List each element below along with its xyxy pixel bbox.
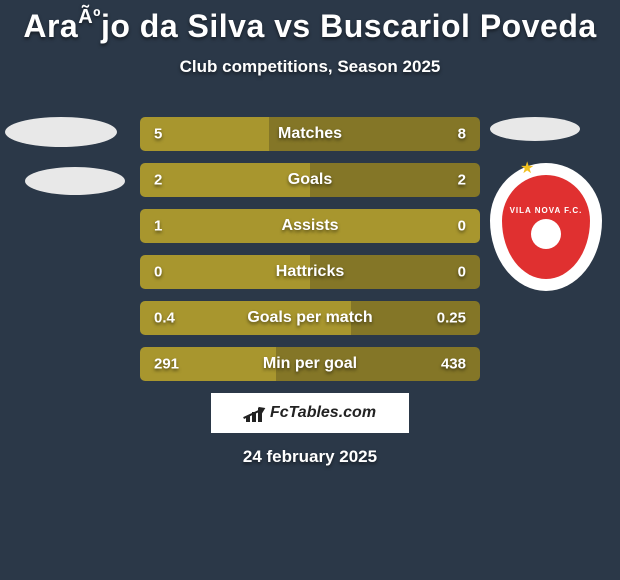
vs-separator: vs <box>265 8 320 44</box>
stat-value-left: 1 <box>154 218 162 235</box>
stat-bar-left <box>140 163 310 197</box>
stat-value-left: 0.4 <box>154 310 175 327</box>
stat-value-right: 438 <box>441 356 466 373</box>
player2-name: Buscariol Poveda <box>320 8 597 44</box>
stat-value-left: 0 <box>154 264 162 281</box>
brand-logo: FcTables.com <box>244 404 376 422</box>
stat-value-right: 0 <box>458 218 466 235</box>
team-badge-text: VILA NOVA F.C. <box>510 206 583 215</box>
stat-value-right: 0 <box>458 264 466 281</box>
stat-label: Matches <box>278 125 342 143</box>
player1-name-sup: Ãº <box>78 6 101 28</box>
brand-logo-box: FcTables.com <box>211 393 409 433</box>
team-badge-circle <box>531 219 561 249</box>
stat-row: 2 2 Goals <box>140 163 480 197</box>
stat-label: Hattricks <box>276 263 344 281</box>
comparison-content: ★ VILA NOVA F.C. 5 8 Matches 2 2 Goals 1 0 Assis… <box>0 117 620 467</box>
subtitle: Club competitions, Season 2025 <box>0 57 620 77</box>
brand-logo-text: FcTables.com <box>270 404 376 422</box>
player1-name-part1: Ara <box>23 8 78 44</box>
chart-arrow-icon <box>244 404 268 422</box>
right-placeholder-shapes: ★ VILA NOVA F.C. <box>490 117 602 291</box>
ellipse-placeholder <box>5 117 117 147</box>
stat-label: Goals <box>288 171 332 189</box>
stat-label: Goals per match <box>247 309 372 327</box>
stat-row: 0.4 0.25 Goals per match <box>140 301 480 335</box>
star-icon: ★ <box>520 158 534 178</box>
stat-value-right: 0.25 <box>437 310 466 327</box>
team-badge: ★ VILA NOVA F.C. <box>490 163 602 291</box>
player1-name-part2: jo da Silva <box>101 8 265 44</box>
stat-value-left: 5 <box>154 126 162 143</box>
stat-label: Min per goal <box>263 355 357 373</box>
comparison-title: AraÃºjo da Silva vs Buscariol Poveda <box>0 0 620 47</box>
left-placeholder-shapes <box>5 117 125 195</box>
stat-row: 1 0 Assists <box>140 209 480 243</box>
team-badge-inner: VILA NOVA F.C. <box>502 175 590 279</box>
ellipse-placeholder <box>490 117 580 141</box>
ellipse-placeholder <box>25 167 125 195</box>
stat-bars: 58Matches22Goals10Assists00Hattricks0.40… <box>140 117 480 381</box>
stat-value-right: 8 <box>458 126 466 143</box>
stat-value-right: 2 <box>458 172 466 189</box>
stat-label: Assists <box>282 217 339 235</box>
comparison-date: 24 february 2025 <box>0 447 620 467</box>
stat-row: 5 8 Matches <box>140 117 480 151</box>
stat-bar-right <box>310 163 480 197</box>
stat-row: 291 438 Min per goal <box>140 347 480 381</box>
stat-row: 0 0 Hattricks <box>140 255 480 289</box>
stat-value-left: 2 <box>154 172 162 189</box>
stat-value-left: 291 <box>154 356 179 373</box>
